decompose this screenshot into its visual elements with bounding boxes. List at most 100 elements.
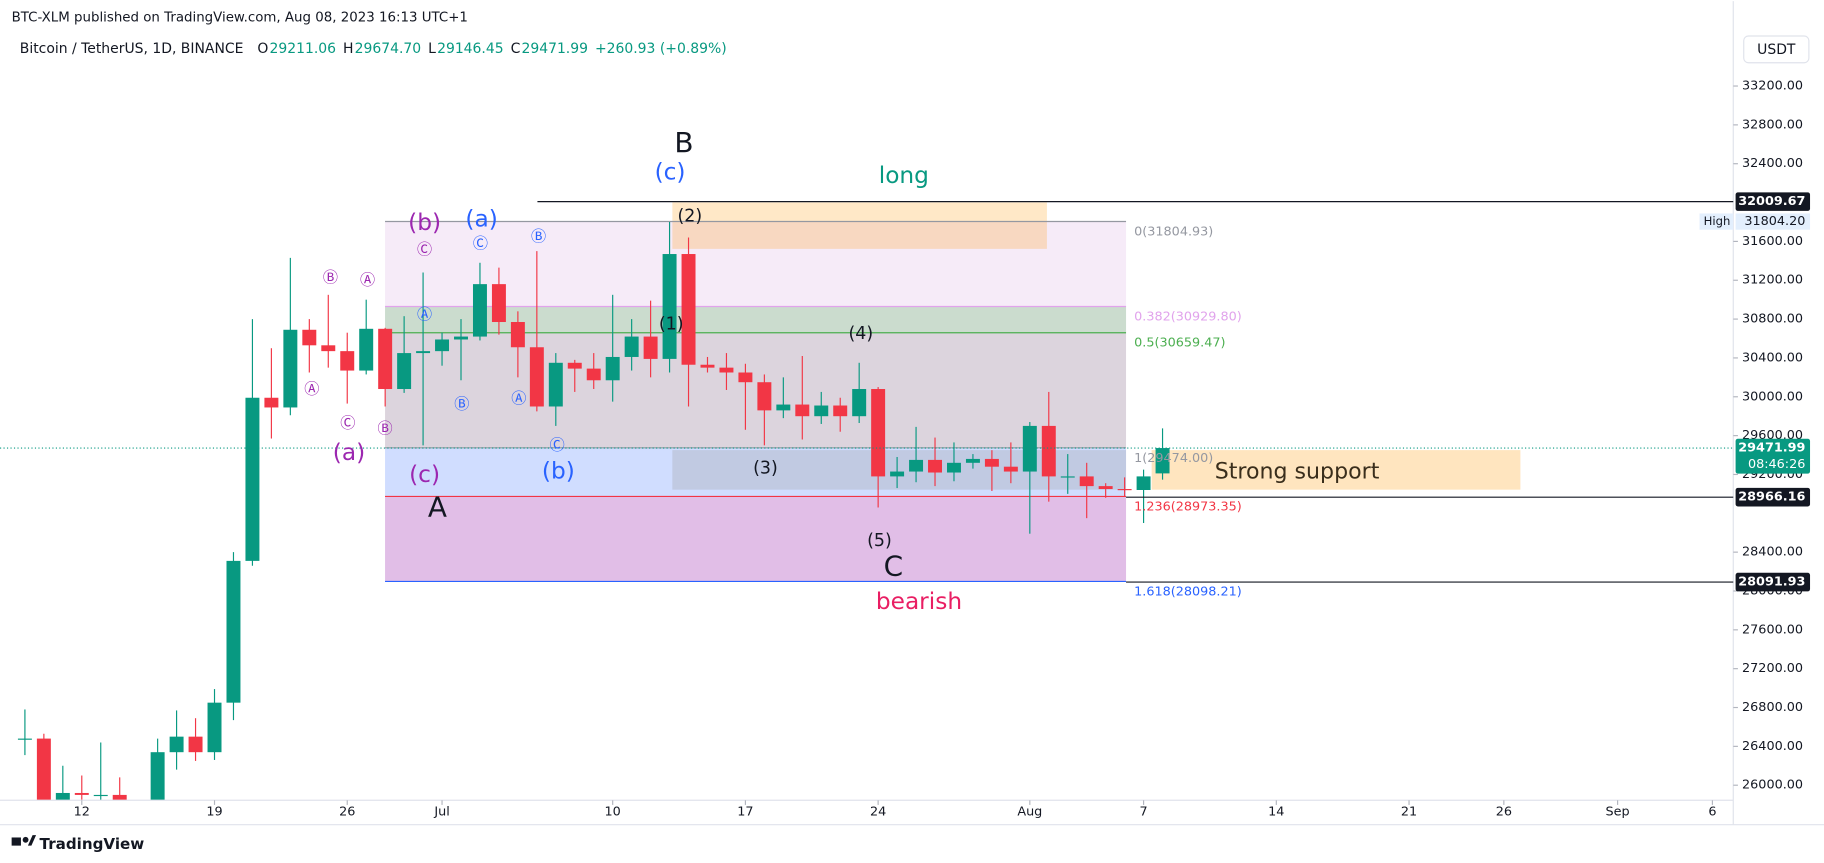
currency-label[interactable]: USDT [1757, 42, 1796, 58]
candle-body [548, 362, 563, 407]
wave-label: (a) [333, 439, 365, 466]
candle-body [965, 458, 980, 463]
candle-body [36, 738, 51, 801]
wave-label: Ⓑ [454, 395, 469, 413]
candle-body [150, 752, 165, 801]
y-tick-label: 30400.00 [1742, 350, 1803, 365]
candle-body [435, 339, 450, 352]
fib-label: 1.618(28098.21) [1134, 584, 1242, 599]
x-tick-label: 21 [1401, 804, 1417, 819]
wave-label: (c) [655, 159, 686, 186]
candle-body [1136, 476, 1151, 490]
candle-body [510, 322, 525, 348]
candle-body [1155, 448, 1170, 474]
wave-label: (3) [753, 459, 778, 479]
last-price-tag [1735, 438, 1811, 474]
candle-body [491, 284, 506, 323]
wave-label: C [884, 550, 904, 583]
candle-body [226, 560, 241, 703]
high-tag [1735, 213, 1811, 230]
y-tick-label: 30800.00 [1742, 312, 1803, 327]
wave-label: (b) [408, 209, 441, 236]
candle-body [112, 794, 127, 801]
fib-zone [385, 221, 1127, 448]
candle-body [188, 736, 203, 753]
candle-body [416, 351, 431, 354]
candle-body [1098, 486, 1113, 490]
price-tag-label: 28966.16 [1738, 490, 1805, 505]
fib-label: 0.5(30659.47) [1134, 336, 1225, 351]
candle-body [833, 405, 848, 417]
candle-body [852, 389, 867, 417]
candle-body [814, 405, 829, 417]
ohlc-value: 29146.45 [437, 41, 504, 57]
high-tag-label: 31804.20 [1744, 214, 1805, 229]
candle-body [207, 702, 222, 753]
x-tick-label: Jul [433, 804, 449, 819]
x-tick-label: 24 [870, 804, 886, 819]
wave-label: Ⓒ [340, 414, 355, 432]
candle-body [169, 736, 184, 753]
candle-body [1041, 425, 1056, 477]
high-name: High [1704, 214, 1731, 228]
x-tick-label: 10 [605, 804, 621, 819]
candle-body [757, 382, 772, 411]
price-tag-label: 32009.67 [1738, 194, 1805, 209]
x-tick-label: 7 [1140, 804, 1148, 819]
ohlc-key: C [511, 41, 521, 57]
y-tick-label: 28400.00 [1742, 545, 1803, 560]
wave-label: (b) [542, 458, 575, 485]
price-tag-label: 28091.93 [1738, 575, 1805, 590]
x-tick-label: 26 [339, 804, 355, 819]
candle-body [1060, 476, 1075, 478]
last-price-label: 29471.99 [1738, 441, 1805, 456]
wave-label: bearish [876, 588, 962, 615]
target-box [672, 202, 1047, 249]
fib-label: 0.382(30929.80) [1134, 309, 1242, 324]
fib-zone [385, 306, 1127, 333]
x-tick-label: 12 [74, 804, 90, 819]
candle-body [321, 345, 336, 352]
candle-body [245, 397, 260, 561]
fib-zone [385, 332, 1127, 448]
candle-body [454, 336, 468, 340]
candle-body [1117, 489, 1132, 491]
candle-body [662, 254, 677, 359]
wave-label: Ⓒ [473, 235, 488, 253]
y-tick-label: 32800.00 [1742, 117, 1803, 132]
candle-body [776, 404, 791, 411]
candle-body [567, 362, 582, 369]
currency-button[interactable] [1743, 35, 1810, 64]
candle-body [605, 356, 620, 381]
candle-body [302, 329, 317, 346]
candle-body [719, 367, 734, 373]
candle-body [17, 738, 32, 740]
ohlc-key: O [257, 41, 268, 57]
x-tick-label: 19 [206, 804, 222, 819]
y-tick-label: 26800.00 [1742, 700, 1803, 715]
support-box [1151, 450, 1521, 490]
candle-body [928, 459, 942, 473]
candle-body [700, 364, 715, 368]
x-tick-label: 26 [1496, 804, 1512, 819]
wave-label: Ⓐ [360, 271, 375, 289]
candle-body [74, 792, 89, 795]
candle-body [681, 254, 696, 365]
y-tick-label: 27200.00 [1742, 661, 1803, 676]
x-tick-label: 6 [1708, 804, 1716, 819]
countdown-label: 08:46:26 [1748, 457, 1805, 472]
wave-label: (2) [677, 206, 702, 226]
price-tag [1735, 572, 1811, 592]
price-tag [1735, 192, 1811, 211]
wave-label: (a) [465, 205, 497, 232]
ohlc-value: 29211.06 [270, 41, 337, 57]
wave-label: (c) [409, 461, 440, 488]
wave-label: (5) [867, 531, 892, 551]
y-tick-label: 30000.00 [1742, 389, 1803, 404]
fib-zone [385, 496, 1127, 582]
high-tag-bg [1699, 213, 1734, 230]
wave-label: Ⓒ [417, 241, 432, 259]
